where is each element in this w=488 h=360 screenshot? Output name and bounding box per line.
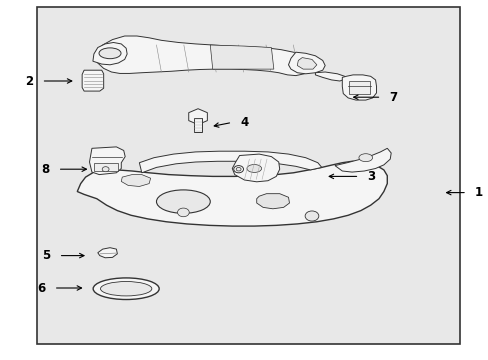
Polygon shape — [77, 161, 386, 226]
Polygon shape — [297, 58, 316, 69]
Circle shape — [305, 211, 318, 221]
Polygon shape — [139, 151, 321, 173]
Bar — [94, 163, 118, 171]
Polygon shape — [315, 72, 344, 81]
Ellipse shape — [246, 165, 261, 172]
Polygon shape — [256, 194, 289, 209]
Polygon shape — [288, 52, 325, 74]
Bar — [194, 118, 202, 132]
Ellipse shape — [99, 48, 121, 59]
Ellipse shape — [358, 154, 372, 162]
Ellipse shape — [93, 278, 159, 300]
Text: 6: 6 — [38, 282, 45, 294]
Text: 4: 4 — [240, 116, 248, 129]
Text: 7: 7 — [389, 91, 397, 104]
Text: 8: 8 — [41, 163, 49, 176]
Ellipse shape — [156, 190, 210, 213]
Circle shape — [102, 167, 109, 172]
Polygon shape — [210, 45, 273, 69]
Polygon shape — [232, 154, 279, 182]
Polygon shape — [334, 148, 390, 172]
Ellipse shape — [233, 166, 243, 173]
Polygon shape — [188, 109, 207, 125]
Polygon shape — [121, 175, 150, 186]
Bar — [37, 7, 459, 344]
Text: 1: 1 — [474, 186, 482, 199]
Text: 2: 2 — [25, 75, 33, 87]
Ellipse shape — [236, 167, 241, 171]
Polygon shape — [95, 36, 312, 76]
Bar — [348, 81, 369, 94]
Polygon shape — [98, 248, 117, 258]
Polygon shape — [342, 75, 376, 100]
Circle shape — [177, 208, 189, 217]
Text: 5: 5 — [42, 249, 50, 262]
Polygon shape — [89, 147, 125, 175]
Polygon shape — [93, 42, 127, 65]
Polygon shape — [82, 70, 103, 91]
Text: 3: 3 — [367, 170, 375, 183]
Ellipse shape — [101, 282, 151, 296]
